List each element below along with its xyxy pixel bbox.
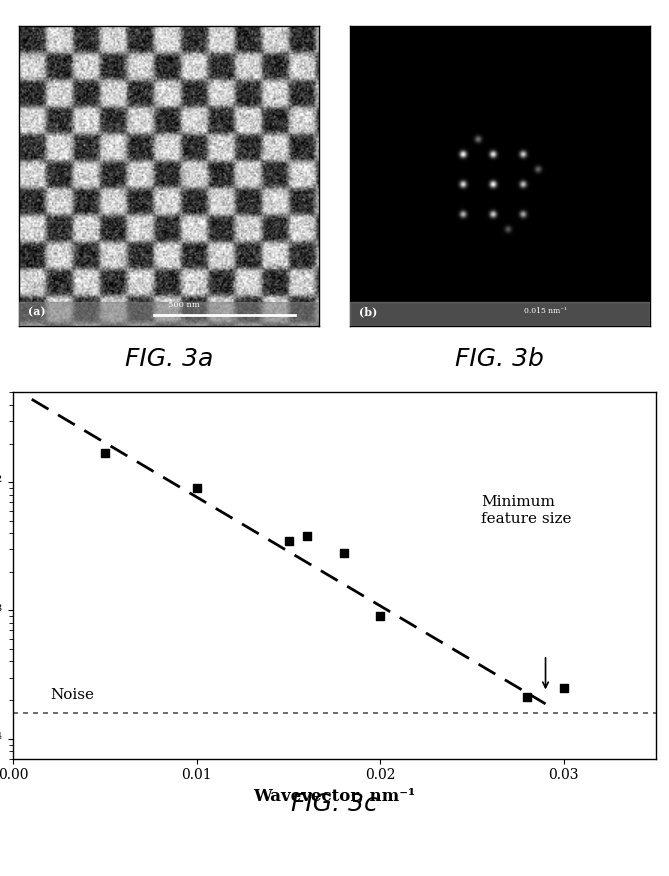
- Bar: [19, 302, 319, 326]
- Text: (a): (a): [29, 306, 46, 317]
- Text: 0.015 nm⁻¹: 0.015 nm⁻¹: [524, 307, 567, 315]
- Text: (b): (b): [359, 306, 377, 317]
- Point: [559, 681, 569, 695]
- Point: [191, 481, 202, 495]
- Text: Minimum
feature size: Minimum feature size: [481, 495, 572, 526]
- Text: FIG. 3a: FIG. 3a: [125, 347, 213, 371]
- Text: FIG. 3b: FIG. 3b: [456, 347, 544, 371]
- Point: [522, 690, 533, 704]
- Text: FIG. 3c: FIG. 3c: [291, 792, 378, 816]
- Text: Noise: Noise: [50, 688, 94, 702]
- Point: [100, 446, 110, 460]
- Point: [283, 533, 294, 548]
- Point: [375, 610, 386, 624]
- Text: 500 nm: 500 nm: [169, 301, 200, 309]
- Point: [339, 546, 349, 560]
- Point: [302, 529, 312, 543]
- Bar: [350, 302, 650, 326]
- X-axis label: Wavevector, nm⁻¹: Wavevector, nm⁻¹: [254, 788, 415, 805]
